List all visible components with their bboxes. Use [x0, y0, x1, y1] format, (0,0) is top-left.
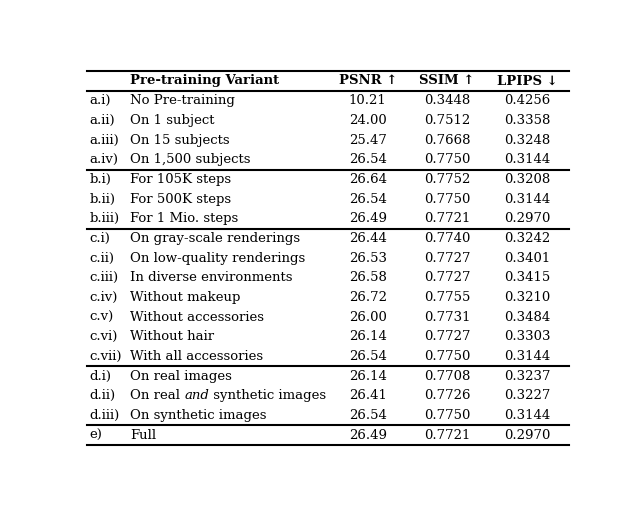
- Text: 0.3303: 0.3303: [504, 330, 551, 343]
- Text: 0.2970: 0.2970: [504, 429, 551, 442]
- Text: On 1 subject: On 1 subject: [131, 114, 215, 127]
- Text: 0.7668: 0.7668: [424, 133, 470, 147]
- Text: 24.00: 24.00: [349, 114, 387, 127]
- Text: SSIM ↑: SSIM ↑: [419, 75, 475, 87]
- Text: c.ii): c.ii): [90, 251, 115, 265]
- Text: 0.7727: 0.7727: [424, 271, 470, 284]
- Text: 0.3144: 0.3144: [504, 193, 551, 205]
- Text: 26.00: 26.00: [349, 311, 387, 323]
- Text: 25.47: 25.47: [349, 133, 387, 147]
- Text: For 105K steps: For 105K steps: [131, 173, 232, 186]
- Text: 0.2970: 0.2970: [504, 212, 551, 225]
- Text: Without accessories: Without accessories: [131, 311, 264, 323]
- Text: 26.58: 26.58: [349, 271, 387, 284]
- Text: a.ii): a.ii): [90, 114, 115, 127]
- Text: 0.3448: 0.3448: [424, 94, 470, 107]
- Text: 0.3210: 0.3210: [504, 291, 551, 304]
- Text: 0.7512: 0.7512: [424, 114, 470, 127]
- Text: b.iii): b.iii): [90, 212, 120, 225]
- Text: c.iii): c.iii): [90, 271, 118, 284]
- Text: c.vii): c.vii): [90, 350, 122, 363]
- Text: 26.53: 26.53: [349, 251, 387, 265]
- Text: 0.7752: 0.7752: [424, 173, 470, 186]
- Text: 26.14: 26.14: [349, 330, 387, 343]
- Text: Full: Full: [131, 429, 156, 442]
- Text: 0.7740: 0.7740: [424, 232, 470, 245]
- Text: 26.54: 26.54: [349, 153, 387, 166]
- Text: 0.4256: 0.4256: [504, 94, 551, 107]
- Text: 0.7727: 0.7727: [424, 251, 470, 265]
- Text: a.iii): a.iii): [90, 133, 119, 147]
- Text: 26.54: 26.54: [349, 409, 387, 422]
- Text: 26.54: 26.54: [349, 350, 387, 363]
- Text: b.ii): b.ii): [90, 193, 115, 205]
- Text: On synthetic images: On synthetic images: [131, 409, 267, 422]
- Text: c.i): c.i): [90, 232, 110, 245]
- Text: 0.3237: 0.3237: [504, 369, 551, 383]
- Text: 26.72: 26.72: [349, 291, 387, 304]
- Text: On 15 subjects: On 15 subjects: [131, 133, 230, 147]
- Text: b.i): b.i): [90, 173, 111, 186]
- Text: 0.7755: 0.7755: [424, 291, 470, 304]
- Text: c.vi): c.vi): [90, 330, 118, 343]
- Text: 0.3144: 0.3144: [504, 153, 551, 166]
- Text: In diverse environments: In diverse environments: [131, 271, 293, 284]
- Text: synthetic images: synthetic images: [209, 389, 326, 402]
- Text: 0.7731: 0.7731: [424, 311, 470, 323]
- Text: 0.3144: 0.3144: [504, 409, 551, 422]
- Text: 0.3242: 0.3242: [504, 232, 551, 245]
- Text: For 500K steps: For 500K steps: [131, 193, 232, 205]
- Text: 0.7721: 0.7721: [424, 212, 470, 225]
- Text: 0.7721: 0.7721: [424, 429, 470, 442]
- Text: On gray-scale renderings: On gray-scale renderings: [131, 232, 300, 245]
- Text: 0.3401: 0.3401: [504, 251, 551, 265]
- Text: Without makeup: Without makeup: [131, 291, 241, 304]
- Text: e): e): [90, 429, 102, 442]
- Text: d.ii): d.ii): [90, 389, 116, 402]
- Text: and: and: [184, 389, 209, 402]
- Text: On real: On real: [131, 389, 184, 402]
- Text: 10.21: 10.21: [349, 94, 387, 107]
- Text: 0.3144: 0.3144: [504, 350, 551, 363]
- Text: a.i): a.i): [90, 94, 111, 107]
- Text: No Pre-training: No Pre-training: [131, 94, 235, 107]
- Text: c.v): c.v): [90, 311, 114, 323]
- Text: 26.14: 26.14: [349, 369, 387, 383]
- Text: 0.7708: 0.7708: [424, 369, 470, 383]
- Text: 26.49: 26.49: [349, 212, 387, 225]
- Text: 0.3358: 0.3358: [504, 114, 551, 127]
- Text: 0.3484: 0.3484: [504, 311, 551, 323]
- Text: 26.64: 26.64: [349, 173, 387, 186]
- Text: On low-quality renderings: On low-quality renderings: [131, 251, 305, 265]
- Text: 26.41: 26.41: [349, 389, 387, 402]
- Text: With all accessories: With all accessories: [131, 350, 264, 363]
- Text: Pre-training Variant: Pre-training Variant: [131, 75, 280, 87]
- Text: 0.7726: 0.7726: [424, 389, 470, 402]
- Text: LPIPS ↓: LPIPS ↓: [497, 75, 558, 87]
- Text: 26.54: 26.54: [349, 193, 387, 205]
- Text: 0.7750: 0.7750: [424, 193, 470, 205]
- Text: 0.3248: 0.3248: [504, 133, 551, 147]
- Text: 26.49: 26.49: [349, 429, 387, 442]
- Text: 0.3227: 0.3227: [504, 389, 551, 402]
- Text: c.iv): c.iv): [90, 291, 118, 304]
- Text: 0.7750: 0.7750: [424, 409, 470, 422]
- Text: For 1 Mio. steps: For 1 Mio. steps: [131, 212, 239, 225]
- Text: a.iv): a.iv): [90, 153, 118, 166]
- Text: d.iii): d.iii): [90, 409, 120, 422]
- Text: PSNR ↑: PSNR ↑: [339, 75, 397, 87]
- Text: 0.7750: 0.7750: [424, 153, 470, 166]
- Text: 0.7727: 0.7727: [424, 330, 470, 343]
- Text: On real images: On real images: [131, 369, 232, 383]
- Text: 26.44: 26.44: [349, 232, 387, 245]
- Text: On 1,500 subjects: On 1,500 subjects: [131, 153, 251, 166]
- Text: 0.7750: 0.7750: [424, 350, 470, 363]
- Text: d.i): d.i): [90, 369, 111, 383]
- Text: 0.3415: 0.3415: [504, 271, 551, 284]
- Text: Without hair: Without hair: [131, 330, 214, 343]
- Text: 0.3208: 0.3208: [504, 173, 551, 186]
